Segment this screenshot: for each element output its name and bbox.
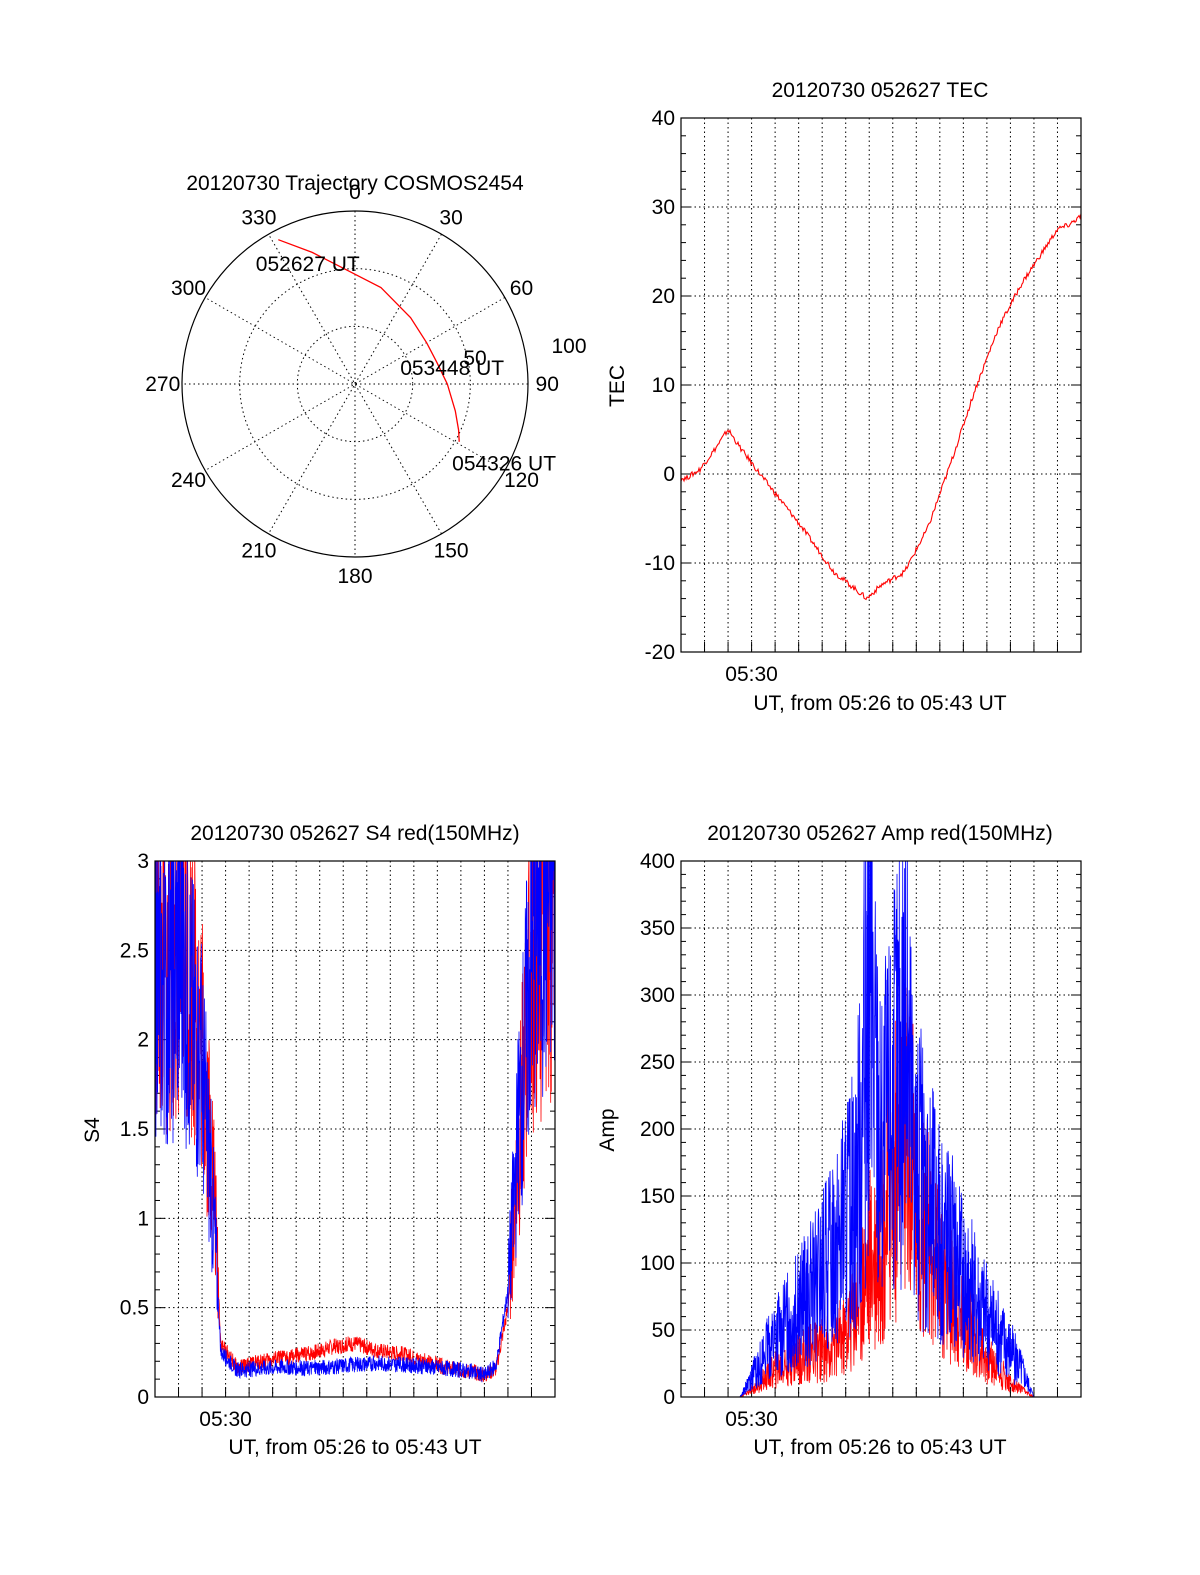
polar-grid [181,210,529,558]
trajectory-polar-panel: 20120730 Trajectory COSMOS2454 0 30 60 90 12… [145,172,586,588]
y-tick-label: 100 [640,1252,675,1275]
y-tick-label: -20 [645,641,675,664]
series-group [681,213,1081,601]
polar-spoke-4 [204,297,506,471]
y-tick-label: 400 [640,850,675,873]
polar-azimuth-label: 0 [349,181,361,204]
polar-spoke-2 [204,297,506,471]
y-tick-label: 0 [663,463,675,486]
polar-azimuth-label: 120 [504,469,539,492]
polar-azimuth-label: 180 [337,565,372,588]
y-tick-label: 20 [652,285,675,308]
series-group [155,861,555,1383]
polar-azimuth-label: 90 [536,373,559,396]
polar-time-annotation: 054326 UT [452,452,556,475]
y-tick-label: 150 [640,1185,675,1208]
y-tick-label: -10 [645,552,675,575]
plot-frame [680,860,1082,1398]
s4-panel: 20120730 052627 S4 red(150MHz) S4 UT, fr… [81,822,556,1459]
x-tick-label: 05:30 [725,1408,778,1431]
s4-xlabel: UT, from 05:26 to 05:43 UT [228,1436,481,1459]
plot-frame [154,860,556,1398]
tec-ylabel: TEC [606,365,629,407]
series-line-1 [155,861,555,1383]
polar-azimuth-label: 210 [241,539,276,562]
polar-title: 20120730 Trajectory COSMOS2454 [186,172,524,195]
y-tick-label: 200 [640,1118,675,1141]
y-tick-label: 3 [137,850,149,873]
amp-panel: 20120730 052627 Amp red(150MHz) Amp UT, … [596,822,1082,1459]
polar-ring-label: 50 [463,347,486,370]
series-line-1 [681,861,1081,1397]
tec-panel: 20120730 052627 TEC TEC UT, from 05:26 t… [606,79,1082,715]
s4-title: 20120730 052627 S4 red(150MHz) [190,822,519,845]
polar-time-annotation: 053448 UT [400,357,504,380]
polar-azimuth-label: 330 [241,207,276,230]
y-tick-label: 50 [652,1319,675,1342]
y-tick-label: 2 [137,1029,149,1052]
series-group [681,861,1081,1397]
plot-frame [680,117,1082,653]
y-tick-label: 350 [640,917,675,940]
y-tick-label: 0 [137,1386,149,1409]
polar-azimuth-label: 300 [171,277,206,300]
y-tick-label: 30 [652,196,675,219]
polar-ring-0 [296,325,414,443]
y-tick-label: 300 [640,984,675,1007]
polar-azimuth-label: 150 [434,539,469,562]
y-tick-label: 10 [652,374,675,397]
series-line-0 [681,213,1081,601]
y-tick-label: 250 [640,1051,675,1074]
polar-azimuth-label: 240 [171,469,206,492]
polar-spoke-5 [268,233,442,535]
series-line-0 [155,861,555,1383]
amp-ylabel: Amp [596,1108,619,1151]
s4-ylabel: S4 [81,1117,104,1143]
y-tick-label: 0 [663,1386,675,1409]
polar-azimuth-label: 60 [510,277,533,300]
tec-xlabel: UT, from 05:26 to 05:43 UT [753,692,1006,715]
series-line-0 [681,958,1081,1397]
y-tick-label: 0.5 [120,1297,149,1320]
polar-spoke-1 [268,233,442,535]
polar-ring-label: 100 [551,335,586,358]
y-tick-label: 1.5 [120,1118,149,1141]
amp-xlabel: UT, from 05:26 to 05:43 UT [753,1436,1006,1459]
polar-series [278,239,460,442]
tec-title: 20120730 052627 TEC [772,79,989,102]
x-tick-label: 05:30 [199,1408,252,1431]
polar-azimuth-label: 30 [439,207,462,230]
polar-labels: 0 30 60 90 120 150 180 210 240 270 300 330 50 100 [145,181,586,588]
polar-time-annotation: 052627 UT [256,253,360,276]
x-tick-label: 05:30 [725,663,778,686]
y-tick-label: 2.5 [120,939,149,962]
polar-annotations: 052627 UT 053448 UT 054326 UT [256,253,556,475]
polar-ring-1 [239,268,471,500]
y-tick-label: 1 [137,1207,149,1230]
polar-azimuth-label: 270 [145,373,180,396]
polar-trajectory-line-0 [278,239,460,442]
amp-title: 20120730 052627 Amp red(150MHz) [707,822,1053,845]
y-tick-label: 40 [652,107,675,130]
